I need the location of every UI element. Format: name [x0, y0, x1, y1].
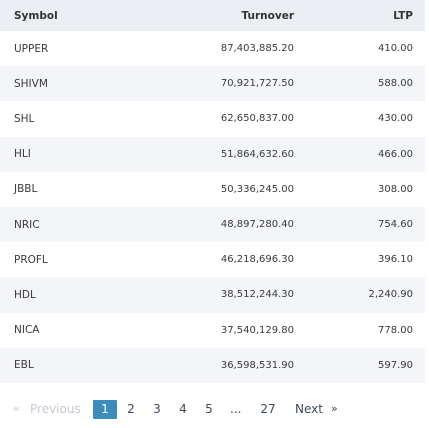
cell-turnover: 37,540,129.80 — [220, 324, 294, 336]
cell-turnover: 87,403,885.20 — [220, 43, 294, 55]
cell-ltp: 410.00 — [378, 43, 413, 55]
cell-symbol: HDL — [14, 288, 36, 301]
cell-ltp: 597.90 — [378, 359, 413, 371]
page-link-2[interactable]: 2 — [127, 402, 135, 416]
cell-turnover: 48,897,280.40 — [220, 219, 294, 231]
page-link-last[interactable]: 27 — [260, 402, 276, 416]
column-header-turnover[interactable]: Turnover — [241, 9, 295, 22]
cell-turnover: 70,921,727.50 — [220, 78, 294, 90]
column-header-ltp[interactable]: LTP — [393, 9, 413, 22]
cell-ltp: 430.00 — [378, 113, 413, 125]
table-row: HLI 51,864,632.60 466.00 — [0, 136, 425, 172]
previous-arrow-icon: « — [13, 402, 20, 415]
cell-symbol: HLI — [14, 148, 31, 161]
cell-ltp: 308.00 — [378, 183, 413, 195]
cell-ltp: 588.00 — [378, 78, 413, 90]
column-header-symbol[interactable]: Symbol — [14, 9, 58, 22]
next-page-link[interactable]: Next — [295, 402, 323, 416]
cell-ltp: 754.60 — [378, 219, 413, 231]
table-row: NRIC 48,897,280.40 754.60 — [0, 206, 425, 243]
previous-page-link[interactable]: Previous — [30, 402, 81, 416]
page-link-5[interactable]: 5 — [205, 402, 213, 416]
table-row: EBL 36,598,531.90 597.90 — [0, 347, 425, 383]
cell-symbol: UPPER — [14, 42, 49, 55]
table-header-row: Symbol Turnover LTP — [0, 0, 425, 31]
table-row: HDL 38,512,244.30 2,240.90 — [0, 277, 425, 313]
cell-turnover: 51,864,632.60 — [220, 148, 294, 160]
cell-ltp: 778.00 — [378, 324, 413, 336]
table-row: SHIVM 70,921,727.50 588.00 — [0, 66, 425, 102]
pagination: « Previous 1 2 3 4 5 ... 27 Next » — [0, 398, 425, 420]
cell-turnover: 36,598,531.90 — [220, 359, 294, 371]
turnover-table: Symbol Turnover LTP UPPER 87,403,885.20 … — [0, 0, 425, 383]
cell-symbol: EBL — [14, 359, 34, 372]
cell-ltp: 396.10 — [378, 254, 413, 266]
cell-turnover: 38,512,244.30 — [220, 289, 294, 301]
pagination-ellipsis: ... — [230, 402, 242, 416]
cell-ltp: 466.00 — [378, 148, 413, 160]
table-row: SHL 62,650,837.00 430.00 — [0, 101, 425, 137]
page-link-4[interactable]: 4 — [179, 402, 187, 416]
table-row: NICA 37,540,129.80 778.00 — [0, 312, 425, 348]
cell-ltp: 2,240.90 — [368, 289, 413, 301]
cell-symbol: NICA — [14, 324, 40, 337]
page-link-3[interactable]: 3 — [153, 402, 161, 416]
next-arrow-icon: » — [331, 402, 338, 415]
table-row: UPPER 87,403,885.20 410.00 — [0, 31, 425, 67]
page-link-1[interactable]: 1 — [93, 399, 117, 419]
table-row: JBBL 50,336,245.00 308.00 — [0, 171, 425, 207]
cell-symbol: PROFL — [14, 253, 48, 266]
cell-symbol: SHL — [14, 112, 35, 125]
table-row: PROFL 46,218,696.30 396.10 — [0, 242, 425, 278]
cell-turnover: 46,218,696.30 — [220, 254, 294, 266]
cell-symbol: NRIC — [14, 218, 40, 231]
cell-turnover: 50,336,245.00 — [220, 183, 294, 195]
cell-symbol: SHIVM — [14, 77, 48, 90]
cell-turnover: 62,650,837.00 — [220, 113, 294, 125]
cell-symbol: JBBL — [14, 183, 38, 196]
